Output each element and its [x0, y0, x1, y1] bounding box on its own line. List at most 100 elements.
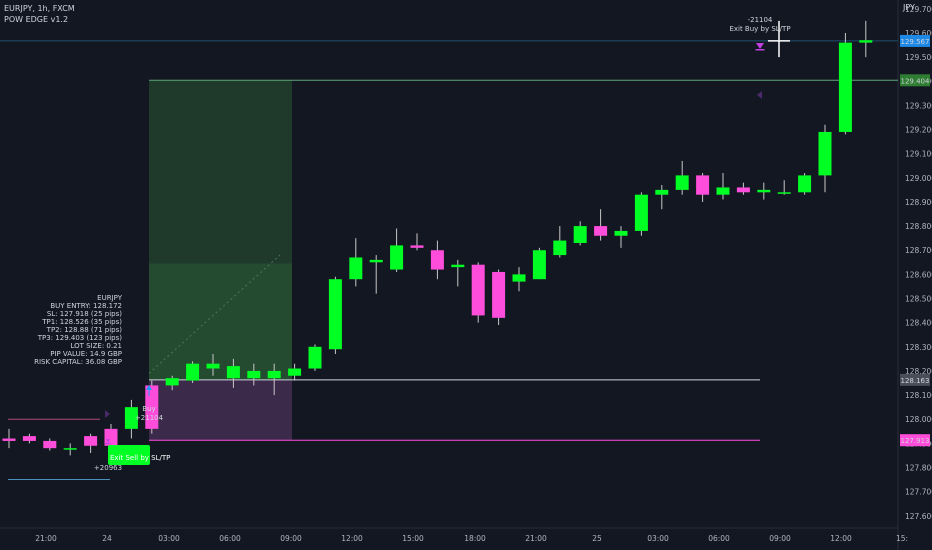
- y-tick-label: 129.700: [905, 5, 932, 14]
- candle-body: [124, 407, 138, 429]
- tp-zone-near: [149, 263, 292, 380]
- entry-price-tag-bg: [900, 373, 930, 386]
- candle-body: [594, 226, 608, 236]
- y-tick-label: 128.700: [905, 246, 932, 255]
- y-tick-label: 128.100: [905, 391, 932, 400]
- info-line: SL: 127.918 (25 pips): [47, 310, 122, 318]
- candle-body: [736, 187, 750, 193]
- exit-buy-label: Exit Buy by SL/TP: [729, 25, 790, 33]
- y-tick-label: 129.000: [905, 174, 932, 183]
- candle-body: [818, 131, 832, 176]
- last-price-tag: 129.567: [901, 38, 930, 46]
- sl-zone: [149, 379, 292, 441]
- tp-zone-far: [149, 80, 292, 264]
- candle-body: [206, 363, 220, 369]
- candle-body: [859, 40, 873, 43]
- y-tick-label: 128.200: [905, 367, 932, 376]
- candle-body: [22, 436, 36, 441]
- candle-body: [226, 366, 240, 379]
- tp3-price-tag: 129.404: [901, 77, 930, 85]
- sell-exit-badge: [108, 445, 150, 465]
- info-line: TP2: 128.88 (71 pips): [46, 326, 123, 334]
- candle-body: [145, 385, 159, 429]
- sl-price-tag-bg: [900, 434, 930, 447]
- candle-body: [798, 175, 812, 193]
- candle-body: [165, 378, 179, 386]
- tp3-price-tag-bg: [900, 74, 930, 87]
- candle-body: [634, 194, 648, 231]
- y-tick-label: 129.300: [905, 101, 932, 110]
- x-tick-label: 24: [102, 534, 112, 543]
- x-tick-label: 21:00: [35, 534, 57, 543]
- candle-body: [716, 187, 730, 195]
- chart-header: EURJPY, 1h, FXCM POW EDGE v1.2: [4, 3, 75, 25]
- currency-label: JPY: [903, 3, 915, 12]
- info-line: TP3: 129.403 (123 pips): [37, 334, 123, 342]
- candle-body: [451, 264, 465, 268]
- sell-exit-id: +20963: [94, 464, 122, 472]
- buy-id: +21104: [135, 414, 164, 422]
- candle-body: [553, 240, 567, 256]
- candle-body: [471, 264, 485, 316]
- y-tick-label: 128.600: [905, 270, 932, 279]
- tp-hit-marker-icon: [757, 91, 762, 99]
- y-tick-label: 128.800: [905, 222, 932, 231]
- candle-body: [369, 259, 383, 263]
- candle-body: [43, 440, 57, 449]
- candle-body: [492, 271, 506, 318]
- sell-marker-icon: [105, 410, 110, 418]
- sell-exit-label: Exit Sell by SL/TP: [110, 454, 170, 462]
- x-tick-label: 25: [592, 534, 602, 543]
- x-tick-label: 12:00: [341, 534, 363, 543]
- x-tick-label: 12:00: [830, 534, 852, 543]
- candle-body: [512, 274, 526, 282]
- last-price-tag-bg: [900, 34, 930, 47]
- candle-body: [655, 189, 669, 195]
- candle-body: [84, 436, 98, 446]
- buy-label: Buy: [142, 405, 155, 413]
- y-tick-label: 129.500: [905, 53, 932, 62]
- y-tick-label: 127.700: [905, 488, 932, 497]
- symbol-title[interactable]: EURJPY, 1h, FXCM: [4, 4, 75, 13]
- sl-price-tag: 127.913: [901, 437, 930, 445]
- y-tick-label: 128.400: [905, 319, 932, 328]
- candle-body: [532, 250, 546, 280]
- candle-body: [838, 42, 852, 132]
- x-tick-label: 15:: [896, 534, 908, 543]
- x-tick-label: 06:00: [219, 534, 241, 543]
- candle-body: [2, 438, 16, 441]
- candle-body: [614, 230, 628, 236]
- y-tick-label: 127.600: [905, 512, 932, 521]
- x-tick-label: 03:00: [158, 534, 180, 543]
- info-line: TP1: 128.526 (35 pips): [41, 318, 122, 326]
- candle-body: [247, 370, 261, 379]
- candle-body: [696, 175, 710, 195]
- info-line: LOT SIZE: 0.21: [70, 342, 122, 350]
- candle-body: [757, 189, 771, 193]
- candle-body: [777, 192, 791, 194]
- y-tick-label: 129.200: [905, 126, 932, 135]
- buy-arrow-icon: [146, 385, 152, 396]
- x-tick-label: 09:00: [280, 534, 302, 543]
- x-tick-label: 15:00: [402, 534, 424, 543]
- info-line: PIP VALUE: 14.9 GBP: [50, 350, 122, 358]
- candle-body: [675, 175, 689, 190]
- y-tick-label: 128.900: [905, 198, 932, 207]
- x-tick-label: 06:00: [708, 534, 730, 543]
- indicator-name[interactable]: POW EDGE v1.2: [4, 15, 69, 24]
- candle-body: [63, 448, 77, 450]
- y-tick-label: 129.600: [905, 29, 932, 38]
- x-tick-label: 21:00: [525, 534, 547, 543]
- candle-body: [308, 346, 322, 369]
- info-line: RISK CAPITAL: 36.08 GBP: [34, 358, 122, 366]
- y-tick-label: 128.300: [905, 343, 932, 352]
- candle-body: [573, 226, 587, 243]
- exit-arrow-icon: [756, 43, 764, 49]
- candle-body: [410, 245, 424, 248]
- sell-exit-arrow-icon: [105, 439, 111, 444]
- candle-body: [267, 370, 281, 379]
- exit-arrow-base: [755, 49, 765, 51]
- y-tick-label: 128.000: [905, 415, 932, 424]
- candle-body: [390, 245, 404, 270]
